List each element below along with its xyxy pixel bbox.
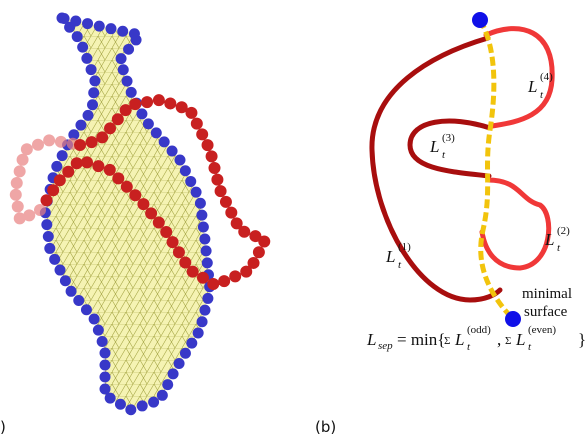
label-text: (odd): [467, 324, 491, 336]
label-text: Σ: [505, 335, 511, 347]
label-text: L: [366, 330, 376, 349]
label-text: }: [578, 330, 586, 349]
label-text: t: [467, 341, 471, 353]
label-text: t: [442, 149, 446, 161]
label-text: L: [515, 330, 525, 349]
surface-label: surface: [524, 304, 568, 320]
label-text: = min{: [397, 330, 445, 349]
label-text: t: [528, 341, 532, 353]
label-text: (4): [540, 71, 553, 83]
curves: [369, 18, 555, 321]
panel-label: ): [0, 418, 6, 436]
label-text: t: [398, 259, 402, 271]
label-text: L: [429, 137, 439, 156]
label-text: sep: [378, 340, 393, 352]
label-text: (1): [398, 241, 411, 253]
vase-render: [8, 9, 274, 417]
label-text: L: [454, 330, 464, 349]
label-text: (even): [528, 324, 556, 336]
label-text: t: [557, 242, 561, 254]
label-text: L: [527, 77, 537, 96]
endpoint: [505, 311, 521, 327]
endpoint: [472, 12, 488, 28]
label-text: L: [385, 247, 395, 266]
label-text: (3): [442, 132, 455, 144]
label-text: (2): [557, 225, 570, 237]
label-text: ,: [497, 330, 501, 349]
surface-label: minimal: [522, 286, 572, 302]
label-text: L: [544, 230, 554, 249]
panel-label: (b): [315, 418, 336, 436]
formula: L sep = min{ Σ L t (odd) , Σ L t (even) …: [366, 324, 586, 353]
label-text: Σ: [444, 335, 450, 347]
label-text: t: [540, 89, 544, 101]
